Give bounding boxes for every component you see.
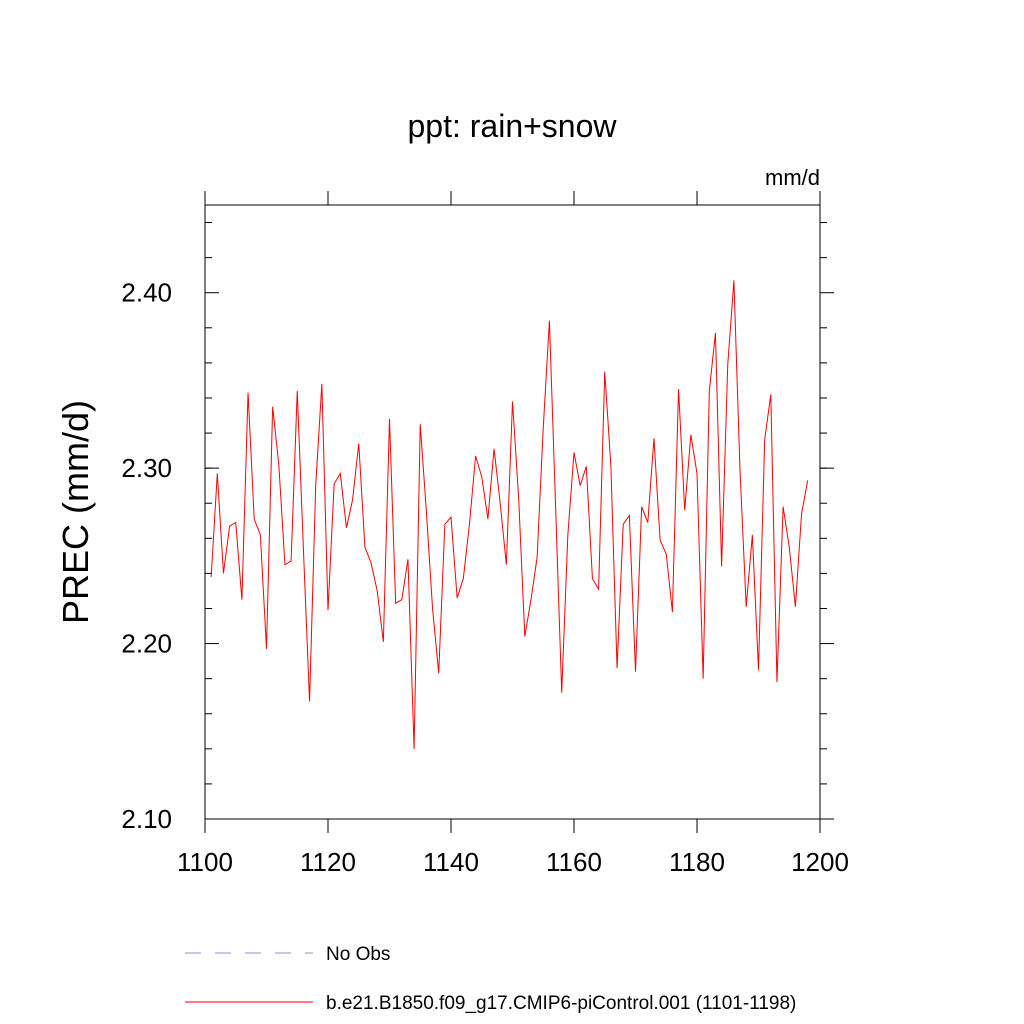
- y-tick-label: 2.30: [121, 453, 172, 483]
- x-tick-label: 1180: [669, 847, 725, 877]
- chart-title: ppt: rain+snow: [407, 108, 617, 144]
- y-tick-label: 2.40: [121, 278, 172, 308]
- y-axis-label: PREC (mm/d): [55, 400, 96, 624]
- plot-frame: [204, 204, 821, 820]
- y-tick-label: 2.10: [121, 804, 172, 834]
- legend: No Obs b.e21.B1850.f09_g17.CMIP6-piContr…: [185, 944, 796, 1014]
- y-tick-label: 2.20: [121, 629, 172, 659]
- ticks-layer: 1100 1120 1140 1160 1180 1200 2.10 2.20 2.30 2.40: [121, 191, 849, 877]
- units-label: mm/d: [765, 165, 820, 190]
- legend-label-control: b.e21.B1850.f09_g17.CMIP6-piControl.001 …: [326, 993, 796, 1014]
- legend-label-no-obs: No Obs: [326, 944, 390, 965]
- series-layer: [210, 280, 809, 749]
- x-tick-label: 1140: [423, 847, 479, 877]
- series-line-0: [210, 280, 809, 749]
- x-tick-label: 1160: [546, 847, 602, 877]
- x-tick-label: 1200: [791, 847, 849, 877]
- x-tick-label: 1100: [177, 847, 233, 877]
- x-tick-label: 1120: [300, 847, 356, 877]
